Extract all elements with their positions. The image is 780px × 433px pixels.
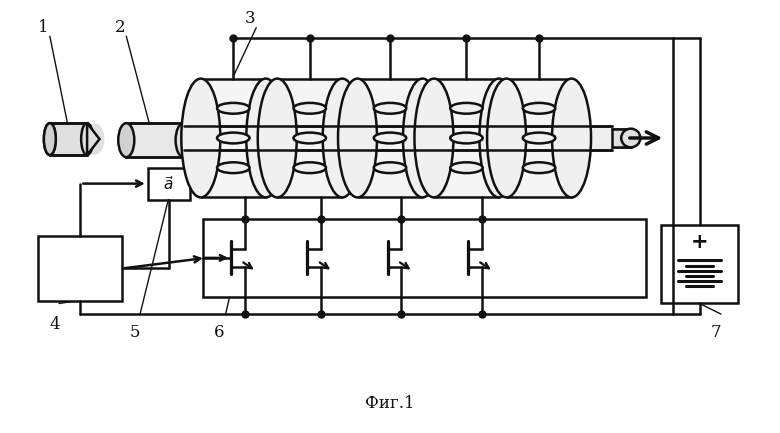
Bar xyxy=(612,129,631,147)
Ellipse shape xyxy=(450,103,483,114)
Bar xyxy=(357,78,423,197)
Ellipse shape xyxy=(323,79,362,197)
Ellipse shape xyxy=(293,132,326,143)
Ellipse shape xyxy=(217,103,250,114)
Text: 3: 3 xyxy=(245,10,255,27)
Ellipse shape xyxy=(181,79,220,197)
Ellipse shape xyxy=(217,132,250,143)
Ellipse shape xyxy=(338,79,377,197)
Ellipse shape xyxy=(374,103,406,114)
Ellipse shape xyxy=(176,123,192,157)
Ellipse shape xyxy=(414,79,453,197)
Bar xyxy=(126,123,183,157)
Text: 1: 1 xyxy=(38,19,49,36)
Text: 7: 7 xyxy=(711,324,722,342)
Ellipse shape xyxy=(487,79,526,197)
Ellipse shape xyxy=(246,79,285,197)
Ellipse shape xyxy=(403,79,442,197)
Ellipse shape xyxy=(450,132,483,143)
Ellipse shape xyxy=(257,79,296,197)
Ellipse shape xyxy=(374,132,406,143)
Ellipse shape xyxy=(523,162,555,173)
Ellipse shape xyxy=(480,79,519,197)
Text: 2: 2 xyxy=(115,19,126,36)
Ellipse shape xyxy=(293,162,326,173)
Polygon shape xyxy=(87,123,100,155)
Ellipse shape xyxy=(523,103,555,114)
Ellipse shape xyxy=(374,162,406,173)
Ellipse shape xyxy=(81,123,93,155)
Text: 4: 4 xyxy=(50,316,61,333)
Bar xyxy=(183,126,612,150)
Bar xyxy=(147,168,190,200)
Ellipse shape xyxy=(450,162,483,173)
Text: $\vec{a}$: $\vec{a}$ xyxy=(163,174,174,193)
Ellipse shape xyxy=(523,132,555,143)
Bar xyxy=(506,78,572,197)
Bar xyxy=(200,78,266,197)
Text: +: + xyxy=(691,232,708,252)
Ellipse shape xyxy=(44,123,56,155)
Ellipse shape xyxy=(119,123,134,157)
Text: 6: 6 xyxy=(215,324,225,342)
Text: Фиг.1: Фиг.1 xyxy=(365,395,415,412)
Ellipse shape xyxy=(621,129,640,147)
Text: 5: 5 xyxy=(130,324,140,342)
Bar xyxy=(38,236,122,301)
Ellipse shape xyxy=(179,126,188,150)
Bar xyxy=(50,123,87,155)
Ellipse shape xyxy=(293,103,326,114)
Bar xyxy=(661,225,738,304)
Ellipse shape xyxy=(217,162,250,173)
Bar xyxy=(203,219,646,297)
Bar xyxy=(277,78,342,197)
Ellipse shape xyxy=(552,79,591,197)
Ellipse shape xyxy=(44,123,56,155)
Bar xyxy=(434,78,499,197)
Ellipse shape xyxy=(84,123,105,155)
